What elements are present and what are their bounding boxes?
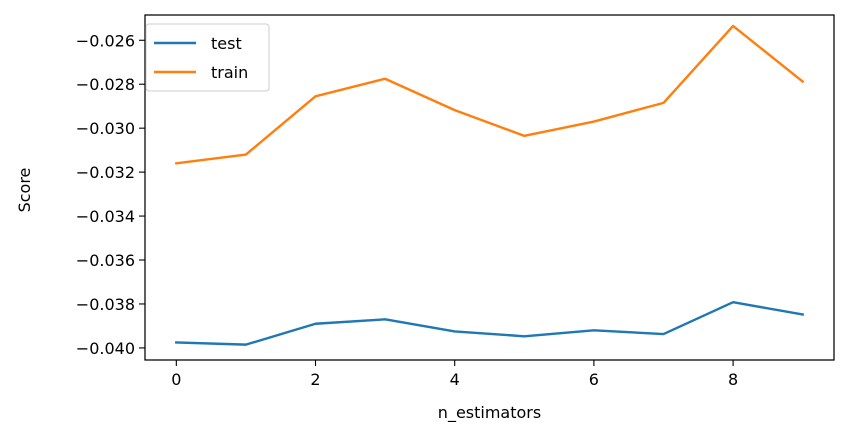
y-tick-label: −0.040 [76, 339, 135, 358]
x-tick-label: 6 [589, 370, 599, 389]
series-line-test [175, 301, 805, 346]
y-tick-label: −0.030 [76, 119, 135, 138]
x-tick-label: 4 [450, 370, 460, 389]
plot-lines [174, 24, 805, 346]
y-tick-label: −0.038 [76, 295, 135, 314]
y-tick-label: −0.026 [76, 31, 135, 50]
y-tick-label: −0.032 [76, 163, 135, 182]
x-axis-ticks: 0 2 4 6 8 [171, 360, 738, 389]
series-line-train [174, 24, 805, 165]
legend-label-train: train [211, 63, 248, 82]
x-tick-label: 8 [728, 370, 738, 389]
plot-frame [144, 14, 835, 361]
y-axis-label: Score [15, 168, 34, 213]
x-tick-label: 2 [310, 370, 320, 389]
x-axis-label: n_estimators [438, 403, 541, 423]
y-tick-label: −0.034 [76, 207, 135, 226]
y-axis-ticks: −0.040 −0.038 −0.036 −0.034 −0.032 −0.030 −0.0… [76, 31, 145, 358]
y-tick-label: −0.036 [76, 251, 135, 270]
legend: test train [145, 23, 270, 92]
legend-box [145, 23, 270, 92]
legend-label-test: test [211, 34, 242, 53]
y-tick-label: −0.028 [76, 75, 135, 94]
x-tick-label: 0 [171, 370, 181, 389]
